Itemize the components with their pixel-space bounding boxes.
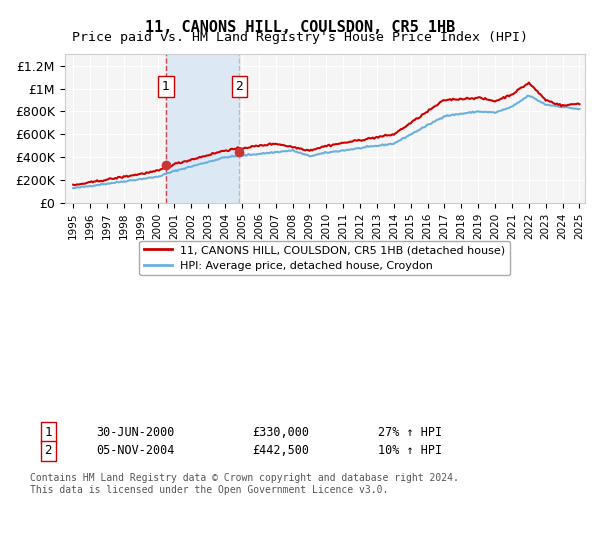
Text: 10% ↑ HPI: 10% ↑ HPI [378,444,442,458]
Text: 05-NOV-2004: 05-NOV-2004 [96,444,175,458]
Text: 2: 2 [235,80,244,93]
Text: 1: 1 [44,426,52,439]
Bar [166,54,239,203]
Text: 27% ↑ HPI: 27% ↑ HPI [378,426,442,439]
Text: £330,000: £330,000 [252,426,309,439]
Legend: 11, CANONS HILL, COULSDON, CR5 1HB (detached house), HPI: Average price, detache: 11, CANONS HILL, COULSDON, CR5 1HB (deta… [139,241,510,275]
Text: 11, CANONS HILL, COULSDON, CR5 1HB: 11, CANONS HILL, COULSDON, CR5 1HB [145,20,455,35]
Text: £442,500: £442,500 [252,444,309,458]
Text: Price paid vs. HM Land Registry's House Price Index (HPI): Price paid vs. HM Land Registry's House … [72,31,528,44]
Text: 1: 1 [162,80,170,93]
Text: 30-JUN-2000: 30-JUN-2000 [96,426,175,439]
Text: 2: 2 [44,444,52,458]
Text: Contains HM Land Registry data © Crown copyright and database right 2024.
This d: Contains HM Land Registry data © Crown c… [30,473,459,495]
